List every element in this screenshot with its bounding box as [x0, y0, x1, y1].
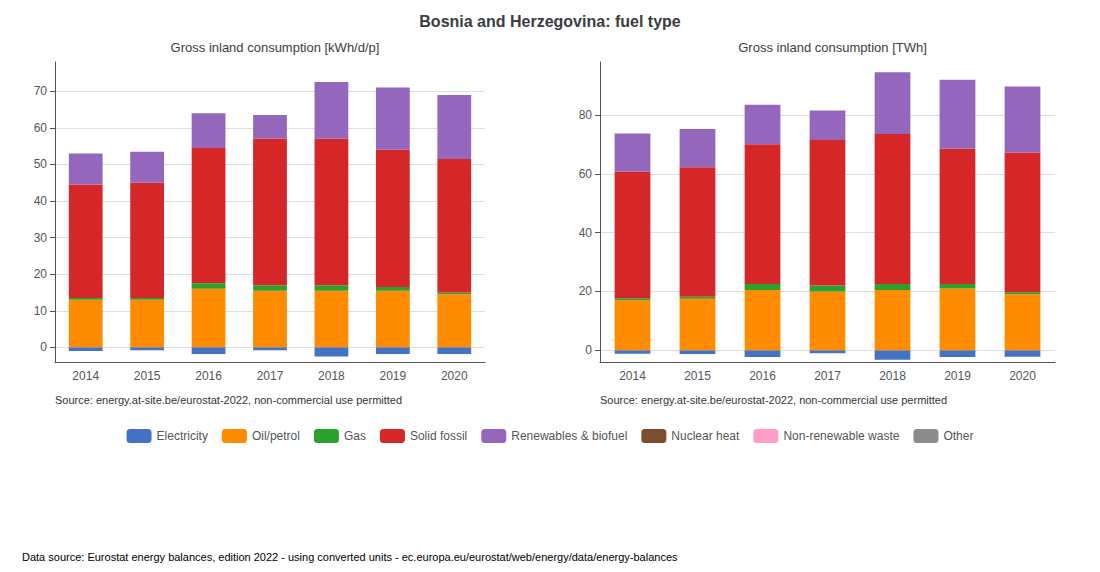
svg-text:2015: 2015 [684, 369, 711, 383]
svg-text:Other: Other [943, 429, 973, 443]
svg-text:Nuclear heat: Nuclear heat [671, 429, 740, 443]
svg-text:Non-renewable waste: Non-renewable waste [783, 429, 899, 443]
svg-text:0: 0 [40, 340, 47, 354]
svg-text:Renewables & biofuel: Renewables & biofuel [511, 429, 627, 443]
svg-text:Gross inland consumption [kWh/: Gross inland consumption [kWh/d/p] [171, 40, 380, 55]
svg-text:2015: 2015 [134, 369, 161, 383]
svg-text:40: 40 [34, 194, 48, 208]
svg-text:40: 40 [579, 226, 593, 240]
svg-text:50: 50 [34, 157, 48, 171]
svg-text:70: 70 [34, 84, 48, 98]
svg-text:30: 30 [34, 231, 48, 245]
svg-text:Solid fossil: Solid fossil [410, 429, 467, 443]
svg-text:2017: 2017 [257, 369, 284, 383]
svg-text:80: 80 [579, 108, 593, 122]
svg-text:Oil/petrol: Oil/petrol [252, 429, 300, 443]
svg-text:2017: 2017 [814, 369, 841, 383]
svg-text:Data source: Eurostat energy b: Data source: Eurostat energy balances, e… [22, 551, 678, 563]
svg-text:0: 0 [585, 343, 592, 357]
svg-text:2018: 2018 [318, 369, 345, 383]
svg-text:Bosnia and Herzegovina: fuel t: Bosnia and Herzegovina: fuel type [419, 13, 680, 30]
svg-text:2014: 2014 [72, 369, 99, 383]
svg-text:2014: 2014 [619, 369, 646, 383]
svg-text:Source: energy.at-site.be/euro: Source: energy.at-site.be/eurostat-2022,… [55, 394, 402, 406]
svg-text:10: 10 [34, 304, 48, 318]
svg-text:2020: 2020 [1009, 369, 1036, 383]
svg-text:Electricity: Electricity [157, 429, 208, 443]
svg-text:60: 60 [579, 167, 593, 181]
svg-text:20: 20 [579, 284, 593, 298]
svg-text:Gross inland consumption [TWh]: Gross inland consumption [TWh] [738, 40, 927, 55]
svg-text:Source: energy.at-site.be/euro: Source: energy.at-site.be/eurostat-2022,… [600, 394, 947, 406]
svg-text:2018: 2018 [879, 369, 906, 383]
svg-text:60: 60 [34, 121, 48, 135]
svg-text:2020: 2020 [441, 369, 468, 383]
svg-text:Gas: Gas [344, 429, 366, 443]
svg-text:2016: 2016 [195, 369, 222, 383]
svg-text:20: 20 [34, 267, 48, 281]
svg-text:2016: 2016 [749, 369, 776, 383]
svg-text:2019: 2019 [380, 369, 407, 383]
svg-text:2019: 2019 [944, 369, 971, 383]
